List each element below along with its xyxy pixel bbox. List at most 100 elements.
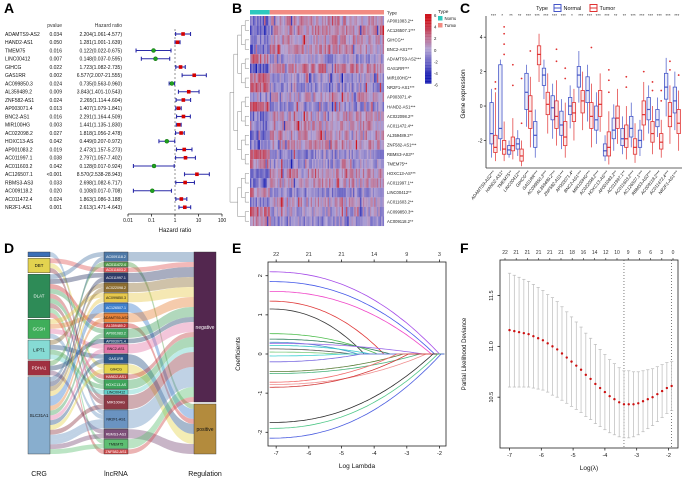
svg-text:0: 0 xyxy=(672,250,675,256)
svg-text:Log Lambda: Log Lambda xyxy=(339,463,376,470)
svg-text:AC011472.4: AC011472.4 xyxy=(106,263,126,267)
svg-text:2.698(1.082-6.717): 2.698(1.082-6.717) xyxy=(79,180,122,186)
svg-text:SLC31A1: SLC31A1 xyxy=(30,413,49,418)
svg-text:-4: -4 xyxy=(372,451,377,457)
svg-text:0: 0 xyxy=(434,48,437,53)
svg-text:-6: -6 xyxy=(539,453,544,459)
svg-text:AC009118.2: AC009118.2 xyxy=(5,189,33,195)
svg-text:0.013: 0.013 xyxy=(49,106,62,112)
svg-text:-2: -2 xyxy=(478,138,483,144)
svg-text:21: 21 xyxy=(306,252,312,258)
svg-text:0.027: 0.027 xyxy=(49,131,62,137)
svg-text:0.042: 0.042 xyxy=(49,164,62,170)
panel-label-b: B xyxy=(232,0,243,16)
panel-d-sankey: D DBT DLAT GCSH LIPT1 PDHA1 SLC31A1 AC009118.2… xyxy=(0,240,228,484)
svg-text:AC022098.2: AC022098.2 xyxy=(5,131,33,137)
svg-text:NR2F1-AS1***: NR2F1-AS1*** xyxy=(387,85,415,90)
svg-text:***: *** xyxy=(648,13,653,18)
svg-text:4: 4 xyxy=(480,35,483,41)
svg-text:1.723(1.082-2.735): 1.723(1.082-2.735) xyxy=(79,65,122,71)
svg-text:2.265(1.114-4.604): 2.265(1.114-4.604) xyxy=(80,98,122,104)
svg-text:-5: -5 xyxy=(339,451,344,457)
svg-text:2.204(1.061-4.577): 2.204(1.061-4.577) xyxy=(79,32,122,38)
svg-text:21: 21 xyxy=(513,250,519,256)
svg-text:0.019: 0.019 xyxy=(49,147,62,153)
svg-text:0.002: 0.002 xyxy=(49,73,62,79)
svg-text:0.001: 0.001 xyxy=(49,205,62,211)
panel-e-lasso-coefficients: E 22 -7 21 -6 21 -5 14 -4 9 -3 3 -2 -2 -1 0 1 2 Log Lambd… xyxy=(228,240,456,484)
svg-text:6: 6 xyxy=(434,13,437,18)
svg-text:0.009: 0.009 xyxy=(49,90,62,96)
svg-text:DBT: DBT xyxy=(35,263,44,268)
svg-text:AC011997.1: AC011997.1 xyxy=(106,276,126,280)
svg-text:LINC00412**: LINC00412** xyxy=(387,190,412,195)
svg-text:-4: -4 xyxy=(434,71,438,76)
svg-text:***: *** xyxy=(587,13,592,18)
deviance-points xyxy=(508,328,673,406)
svg-text:Hazard ratio: Hazard ratio xyxy=(95,23,122,29)
svg-text:1.818(1.056-2.478): 1.818(1.056-2.478) xyxy=(79,131,122,137)
panel-label-f: F xyxy=(460,240,469,256)
svg-text:11.0: 11.0 xyxy=(489,341,495,351)
svg-text:-3: -3 xyxy=(404,451,409,457)
svg-text:Normal: Normal xyxy=(445,16,457,21)
svg-text:AC011603.2: AC011603.2 xyxy=(5,164,33,170)
svg-text:Gene expression: Gene expression xyxy=(460,69,467,119)
svg-text:0.122(0.022-0.675): 0.122(0.022-0.675) xyxy=(79,48,122,54)
svg-text:HOXC13-AS***: HOXC13-AS*** xyxy=(387,171,416,176)
forest-plot: pvalue Hazard ratio ADAMTS9-AS2 0.034 2.204(… xyxy=(5,23,226,234)
svg-text:HAND2-AS1: HAND2-AS1 xyxy=(5,40,33,46)
svg-text:Tumor: Tumor xyxy=(445,23,457,28)
svg-text:AC011472.4**: AC011472.4** xyxy=(387,123,414,128)
svg-text:AL359489.2: AL359489.2 xyxy=(106,324,125,328)
svg-text:Partial Likelihood Deviance: Partial Likelihood Deviance xyxy=(462,317,468,390)
svg-text:2: 2 xyxy=(480,69,483,75)
svg-text:ADAMTS9-AS2: ADAMTS9-AS2 xyxy=(104,316,129,320)
svg-text:0.020: 0.020 xyxy=(49,189,62,195)
svg-text:8.570(2.538-28.943): 8.570(2.538-28.943) xyxy=(77,172,123,178)
svg-text:Log(λ): Log(λ) xyxy=(580,465,598,472)
svg-text:16: 16 xyxy=(581,250,587,256)
forest-rows: ADAMTS9-AS2 0.034 2.204(1.061-4.577) HAND2-… xyxy=(5,32,210,211)
svg-text:CRG: CRG xyxy=(31,471,47,478)
svg-text:***: *** xyxy=(596,13,601,18)
svg-text:AP003071.4: AP003071.4 xyxy=(5,106,33,112)
svg-text:GCSH: GCSH xyxy=(33,326,46,331)
svg-text:*: * xyxy=(571,13,573,18)
panel-f-cv-deviance: F 22 21 21 21 21 21 18 16 14 12 10 9 8 6 3 0 -7 -6 -5 -4 -3 -… xyxy=(456,240,689,484)
svg-text:0.038: 0.038 xyxy=(49,156,62,162)
svg-text:0.022: 0.022 xyxy=(49,65,62,71)
svg-text:AC009118.2: AC009118.2 xyxy=(106,255,126,259)
svg-text:AP003071.4: AP003071.4 xyxy=(106,339,126,343)
svg-text:***: *** xyxy=(604,13,609,18)
panel-label-d: D xyxy=(4,240,15,256)
svg-text:0.024: 0.024 xyxy=(49,197,62,203)
svg-text:0.449(0.207-0.972): 0.449(0.207-0.972) xyxy=(79,139,122,145)
svg-text:11.5: 11.5 xyxy=(489,290,495,300)
svg-text:-6: -6 xyxy=(434,83,438,88)
svg-text:Regulation: Regulation xyxy=(188,471,222,478)
svg-text:14: 14 xyxy=(592,250,598,256)
svg-text:-7: -7 xyxy=(507,453,512,459)
coefficient-paths xyxy=(269,271,445,439)
boxplot-groups xyxy=(489,25,681,167)
svg-text:**: ** xyxy=(614,13,618,18)
svg-text:0.007: 0.007 xyxy=(49,57,62,63)
svg-text:***: *** xyxy=(561,13,566,18)
svg-text:TMEM75**: TMEM75** xyxy=(387,162,408,167)
svg-text:Coefficients: Coefficients xyxy=(235,336,242,371)
svg-text:BNC2-AS1***: BNC2-AS1*** xyxy=(387,47,413,52)
cv-deviance-plot: 22 21 21 21 21 21 18 16 14 12 10 9 8 6 3 0 -7 -6 -5 -4 -3 -2 1… xyxy=(462,250,679,472)
type-legend: Type Normal Tumor xyxy=(536,4,615,12)
svg-text:ADAMTS9-AS2: ADAMTS9-AS2 xyxy=(5,32,40,38)
svg-text:GAS1RR: GAS1RR xyxy=(5,73,26,79)
svg-text:0.034: 0.034 xyxy=(49,32,62,38)
svg-text:0.735(0.563-0.960): 0.735(0.563-0.960) xyxy=(79,81,122,87)
svg-text:NR2F1-AS1: NR2F1-AS1 xyxy=(106,418,125,422)
svg-text:***: *** xyxy=(543,13,548,18)
panel-a-forest-plot: A pvalue Hazard ratio ADAMTS9-AS2 0.034 2.20… xyxy=(0,0,228,240)
svg-text:0.033: 0.033 xyxy=(49,180,62,186)
svg-text:GAS1RR: GAS1RR xyxy=(109,357,124,361)
svg-text:0.128(0.017-0.924): 0.128(0.017-0.924) xyxy=(79,164,122,170)
